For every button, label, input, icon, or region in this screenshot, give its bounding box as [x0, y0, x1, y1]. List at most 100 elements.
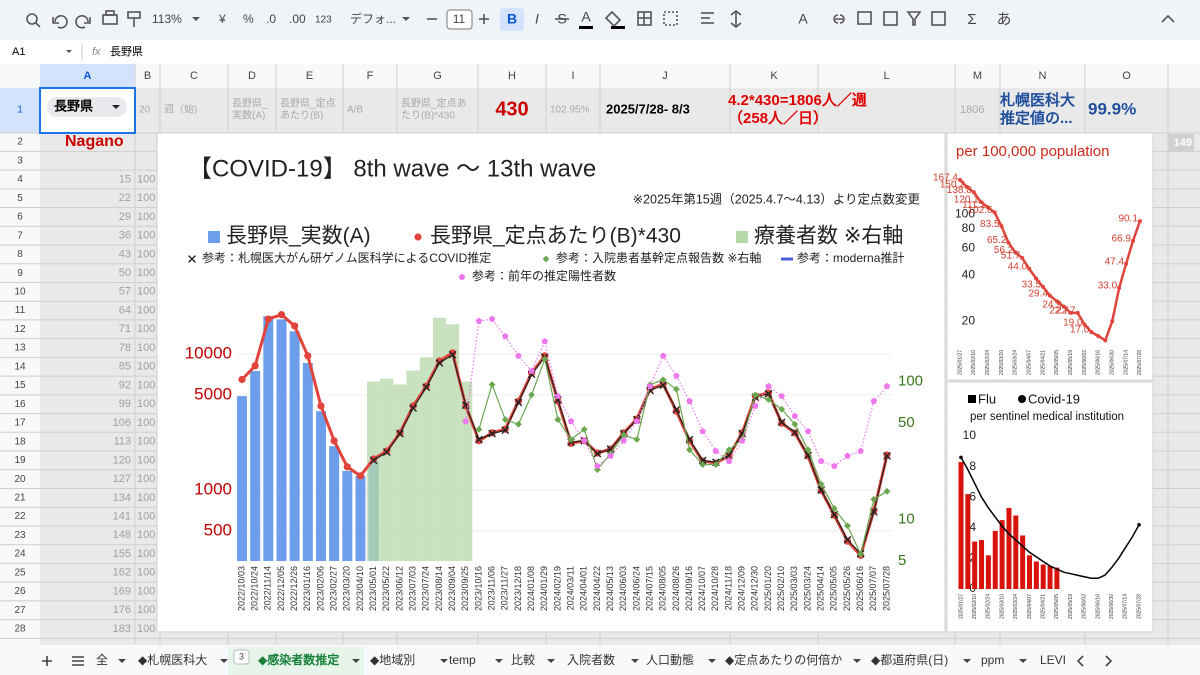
tab-arrow[interactable] — [853, 659, 861, 663]
row-header[interactable]: 17 — [14, 418, 26, 429]
cell-text[interactable]: 100 — [137, 192, 155, 204]
zoom[interactable]: 113% — [152, 12, 182, 26]
tab-arrow[interactable] — [118, 659, 126, 663]
all-sheets-icon[interactable] — [72, 656, 84, 666]
cell-text[interactable]: 100 — [137, 230, 155, 242]
tab-arrow[interactable] — [495, 659, 503, 663]
cell-text[interactable]: 100 — [137, 529, 155, 541]
cell-text[interactable]: 22 — [119, 192, 131, 204]
cell-text[interactable]: 長野県_定点あ — [401, 98, 467, 110]
percent[interactable]: % — [243, 12, 254, 26]
cell-text[interactable]: 85 — [119, 361, 131, 373]
sheet-tab[interactable]: 人口動態 — [646, 653, 694, 667]
cell-text[interactable]: 78 — [119, 342, 131, 354]
row-header[interactable]: 12 — [14, 324, 26, 335]
sheet-tab[interactable]: 比較 — [511, 653, 535, 667]
cell-text[interactable]: 92 — [119, 379, 131, 391]
cell-text[interactable]: 71 — [119, 323, 131, 335]
cell-text[interactable]: 120 — [113, 454, 131, 466]
tab-arrow[interactable] — [220, 659, 228, 663]
tab-arrow[interactable] — [708, 659, 716, 663]
cell-text[interactable]: 100 — [137, 267, 155, 279]
active-tab[interactable] — [228, 647, 364, 675]
formula-content[interactable]: 長野県 — [110, 45, 143, 58]
cell-text[interactable]: 推定値の... — [1000, 109, 1073, 127]
cell-text[interactable]: 実数(A) — [232, 109, 265, 122]
row-header[interactable]: 10 — [14, 286, 26, 297]
cell-text[interactable]: 週（始) — [164, 103, 197, 116]
column-header[interactable]: F — [367, 70, 374, 82]
row-header[interactable]: 9 — [17, 268, 23, 279]
cell-text[interactable]: 長野県_ — [232, 98, 268, 110]
column-header[interactable]: I — [571, 70, 574, 82]
cell-text[interactable]: 2025/7/28- 8/3 — [606, 101, 690, 116]
sheet-tab[interactable]: 全 — [96, 653, 108, 667]
currency[interactable]: ¥ — [218, 12, 226, 26]
row-header[interactable]: 19 — [14, 455, 26, 466]
cell-text[interactable]: 100 — [137, 548, 155, 560]
cell-text[interactable]: 43 — [119, 248, 131, 260]
cell-text[interactable]: 29 — [119, 211, 131, 223]
cell-text[interactable]: 20 — [139, 105, 151, 116]
row-header[interactable]: 26 — [14, 586, 26, 597]
cell-text[interactable]: 100 — [137, 173, 155, 185]
cell-text[interactable]: 100 — [137, 511, 155, 523]
column-header[interactable]: H — [508, 70, 516, 82]
row-header[interactable]: 3 — [17, 155, 23, 166]
row-header[interactable]: 4 — [17, 174, 23, 185]
cell-text[interactable]: 50 — [119, 267, 131, 279]
cell-text[interactable]: たり(B)*430 — [401, 110, 455, 122]
row-header[interactable]: 20 — [14, 474, 26, 485]
column-header[interactable]: C — [190, 70, 198, 82]
cell-text[interactable]: 100 — [137, 211, 155, 223]
column-header[interactable]: E — [306, 70, 313, 82]
row-header[interactable]: 24 — [14, 549, 26, 560]
cell-text[interactable]: 102.95% — [550, 105, 590, 116]
scroll-left[interactable] — [1076, 655, 1084, 667]
cell-text[interactable]: 100 — [137, 323, 155, 335]
cell-text[interactable]: 149 — [1174, 137, 1192, 149]
row-header[interactable]: 1 — [17, 105, 23, 116]
cell-text[interactable]: 113 — [113, 436, 131, 448]
column-header[interactable]: K — [770, 70, 778, 82]
decimal-decrease[interactable]: .0 — [266, 12, 276, 26]
cell-text[interactable]: 141 — [113, 511, 131, 523]
cell-text[interactable]: 100 — [137, 361, 155, 373]
row-header[interactable]: 13 — [14, 343, 26, 354]
cell-text[interactable]: 100 — [137, 492, 155, 504]
cell-text[interactable]: 100 — [137, 436, 155, 448]
cell-text[interactable]: 100 — [137, 567, 155, 579]
row-header[interactable]: 27 — [14, 605, 26, 616]
cell-text[interactable]: 長野県 — [54, 98, 93, 113]
sheet-tab[interactable]: temp — [449, 653, 476, 667]
cell-text[interactable]: 100 — [137, 304, 155, 316]
cell-text[interactable]: 106 — [113, 417, 131, 429]
decimal-increase[interactable]: .00 — [289, 12, 306, 26]
cell-text[interactable]: 1806 — [960, 104, 984, 116]
cell-text[interactable]: 64 — [119, 304, 131, 316]
italic[interactable]: I — [535, 11, 539, 27]
cell-text[interactable]: Nagano — [65, 133, 124, 150]
tab-arrow[interactable] — [631, 659, 639, 663]
cell-text[interactable]: 100 — [137, 604, 155, 616]
cell-dropdown-chip[interactable] — [47, 97, 127, 117]
row-header[interactable]: 15 — [14, 380, 26, 391]
number-format[interactable]: 123 — [315, 15, 332, 26]
add-sheet-icon[interactable] — [42, 656, 52, 666]
cell-text[interactable]: 100 — [137, 398, 155, 410]
cell-text[interactable]: 100 — [137, 286, 155, 298]
cell-text[interactable]: 15 — [119, 173, 131, 185]
bold[interactable]: B — [507, 11, 517, 27]
cell-text[interactable]: 430 — [495, 98, 528, 120]
cell-text[interactable]: 100 — [137, 585, 155, 597]
cell-text[interactable]: 148 — [113, 529, 131, 541]
sheet-tab[interactable]: ◆地域別 — [370, 653, 415, 667]
text-color[interactable]: A — [581, 9, 591, 25]
cell-text[interactable]: 4.2*430=1806人／週 — [728, 91, 867, 109]
sheet-tab[interactable]: ◆都道府県(日) — [871, 653, 948, 667]
column-header[interactable]: J — [662, 70, 668, 82]
cell-text[interactable]: 100 — [137, 417, 155, 429]
column-header[interactable]: N — [1039, 70, 1047, 82]
cell-text[interactable]: 100 — [137, 379, 155, 391]
cell-text[interactable]: 176 — [113, 604, 131, 616]
